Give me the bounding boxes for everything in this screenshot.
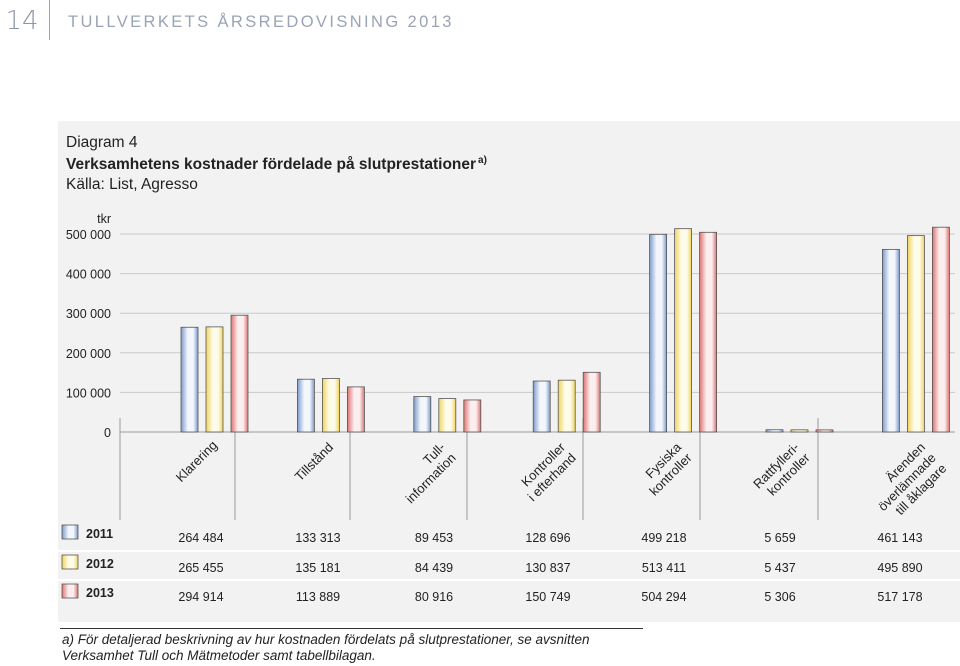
category-label: Klarering	[173, 438, 220, 485]
legend-label: 2012	[86, 557, 114, 571]
data-label: 128 696	[525, 531, 570, 545]
data-label: 5 659	[764, 531, 795, 545]
chart-title-text: Verksamhetens kostnader fördelade på slu…	[66, 156, 477, 173]
category-label-line: Klarering	[173, 438, 220, 485]
legend-swatch	[61, 524, 79, 540]
y-tick-label: 100 000	[66, 386, 111, 400]
footnote-line-1: a) För detaljerad beskrivning av hur kos…	[62, 632, 590, 647]
category-label: Tillstånd	[292, 440, 337, 485]
bar	[321, 378, 340, 433]
data-label: 89 453	[415, 531, 453, 545]
bar	[463, 399, 482, 433]
data-label: 517 178	[877, 590, 922, 604]
data-label: 499 218	[641, 531, 686, 545]
page-number: 14	[5, 6, 39, 36]
bar	[649, 233, 667, 433]
bar	[674, 228, 692, 433]
chart-title: Verksamhetens kostnader fördelade på slu…	[66, 155, 487, 174]
bar	[932, 226, 950, 433]
footnote-divider	[60, 628, 643, 629]
y-tick-label: 500 000	[66, 228, 111, 242]
y-tick-label: 400 000	[66, 268, 111, 282]
data-label: 461 143	[877, 531, 922, 545]
diagram-number: Diagram 4	[66, 134, 138, 151]
footnote: a) För detaljerad beskrivning av hur kos…	[62, 632, 590, 664]
footnote-marker: a)	[478, 155, 487, 166]
y-tick-label: 300 000	[66, 307, 111, 321]
bar	[699, 231, 717, 433]
data-label: 133 313	[295, 531, 340, 545]
bar	[582, 371, 601, 433]
data-label: 135 181	[295, 561, 340, 575]
data-label: 113 889	[296, 590, 340, 604]
header-divider	[49, 0, 50, 40]
x-axis-labels: Klarering Tillstånd Tull-information Kontro…	[173, 438, 950, 518]
y-tick-label: 200 000	[66, 347, 111, 361]
bar	[230, 314, 249, 433]
bar	[180, 326, 199, 433]
data-label: 264 484	[178, 531, 223, 545]
data-label: 5 306	[764, 590, 795, 604]
bar	[882, 248, 900, 433]
bar	[346, 386, 365, 433]
bar	[815, 429, 834, 433]
bar	[413, 396, 432, 433]
data-label: 495 890	[877, 561, 922, 575]
data-label: 5 437	[764, 561, 795, 575]
category-label: Tull-information	[403, 440, 459, 507]
y-tick-label: 0	[104, 426, 111, 440]
document-title: TULLVERKETS ÅRSREDOVISNING 2013	[68, 13, 454, 31]
bar	[532, 380, 551, 433]
category-label-line: Tillstånd	[292, 440, 337, 485]
y-unit-label: tkr	[97, 212, 111, 226]
footnote-line-2: Verksamhet Tull och Mätmetoder samt tabe…	[62, 648, 376, 663]
legend-swatch	[61, 554, 79, 570]
legend-label: 2011	[86, 527, 113, 541]
data-label: 513 411	[642, 561, 686, 575]
bar	[765, 429, 784, 433]
data-label: 265 455	[178, 561, 223, 575]
bar	[296, 378, 315, 433]
bar	[205, 326, 224, 433]
bar	[790, 429, 809, 433]
chart-source: Källa: List, Agresso	[66, 176, 198, 193]
bar	[907, 235, 925, 433]
bar	[438, 398, 457, 433]
data-label: 84 439	[415, 561, 453, 575]
bar	[557, 379, 576, 433]
category-label: Rattfylleri-kontroller	[750, 440, 813, 499]
data-label: 80 916	[415, 590, 453, 604]
data-label: 504 294	[641, 590, 686, 604]
data-label: 294 914	[178, 590, 223, 604]
bars	[180, 226, 950, 433]
data-table: 2011 264 484 133 313 89 453 128 696 499 218 5 …	[58, 524, 960, 604]
page-header: 14 TULLVERKETS ÅRSREDOVISNING 2013	[0, 0, 960, 46]
data-label: 130 837	[525, 561, 570, 575]
legend-label: 2013	[86, 586, 114, 600]
y-axis: 0 100 000 200 000 300 000 400 000 500 000 tkr	[66, 212, 111, 440]
data-label: 150 749	[525, 590, 570, 604]
legend-swatch	[61, 583, 79, 599]
